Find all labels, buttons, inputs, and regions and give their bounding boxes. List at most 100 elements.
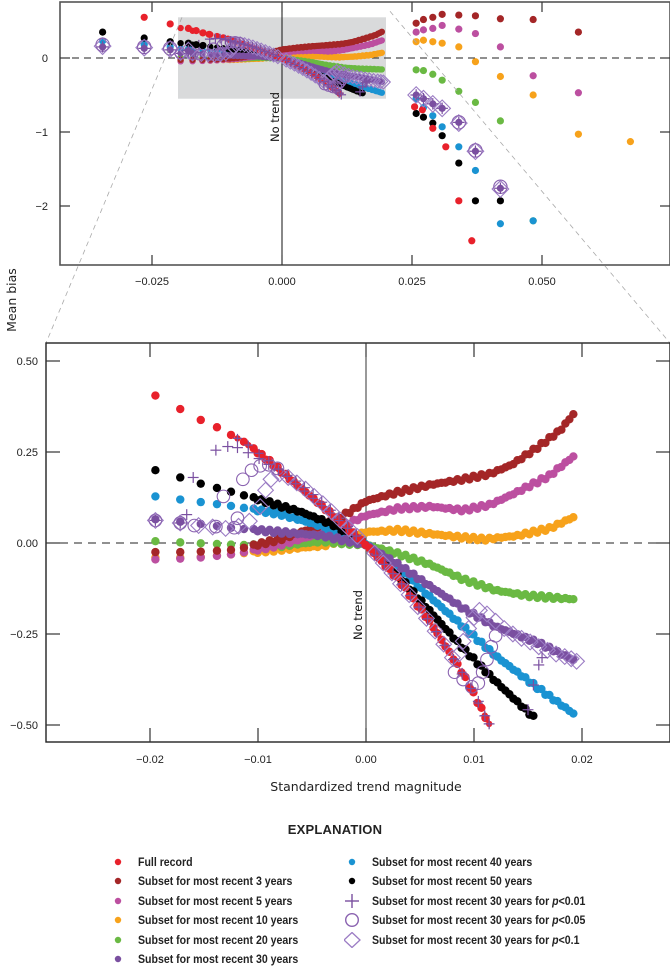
legend-symbol-dot-icon — [110, 854, 130, 870]
overview-outer-point — [472, 30, 479, 37]
data-point — [213, 423, 221, 431]
overview-outer-point — [439, 11, 446, 18]
legend-symbol-diamond-icon — [344, 932, 364, 948]
overview-outer-point — [472, 167, 479, 174]
legend-item: Subset for most recent 20 years — [110, 930, 320, 950]
overview-points — [94, 11, 634, 245]
y-tick-label: 0.50 — [17, 356, 38, 368]
legend-item: Subset for most recent 30 years — [110, 950, 320, 969]
legend-item: Subset for most recent 30 years for p<0.… — [344, 930, 614, 950]
overview-outer-point — [497, 73, 504, 80]
overview-outer-point — [199, 29, 206, 36]
legend-label: Subset for most recent 30 years for p<0.… — [372, 913, 585, 927]
y-tick-label: −0.25 — [10, 629, 38, 641]
overview-outer-point — [439, 132, 446, 139]
overview-point — [379, 29, 385, 35]
data-point — [188, 472, 199, 483]
overview-outer-point — [413, 28, 420, 35]
data-point — [569, 709, 577, 717]
overview-outer-y5 — [413, 22, 582, 97]
overview-outer-point — [497, 117, 504, 124]
legend-symbol-dot-icon — [110, 873, 130, 889]
overview-outer-y3 — [413, 11, 582, 36]
legend-item: Subset for most recent 10 years — [110, 911, 320, 931]
no-trend-label: No trend — [268, 92, 282, 142]
data-point — [217, 490, 230, 503]
legend-symbol-dot-icon — [110, 893, 130, 909]
overview-outer-point — [455, 11, 462, 18]
overview-outer-point — [455, 88, 462, 95]
data-point — [176, 405, 184, 413]
data-point — [263, 471, 279, 487]
overview-outer-point — [455, 143, 462, 150]
data-point — [210, 445, 221, 456]
legend-label: Subset for most recent 30 years — [138, 952, 298, 966]
data-point — [569, 452, 577, 460]
overview-outer-point — [455, 159, 462, 166]
x-tick-label: 0.025 — [398, 276, 426, 288]
overview-outer-point — [442, 143, 449, 150]
data-point — [176, 495, 184, 503]
legend-item: Subset for most recent 30 years for p<0.… — [344, 911, 614, 931]
y-tick-label: 0 — [42, 53, 48, 65]
legend-symbol-dot-icon — [344, 873, 364, 889]
data-point — [213, 546, 221, 554]
y-tick-label: 0.25 — [17, 447, 38, 459]
overview-outer-point — [167, 20, 174, 27]
legend-label: Subset for most recent 3 years — [138, 874, 292, 888]
legend-title: EXPLANATION — [0, 822, 670, 837]
overview-outer-point — [429, 125, 436, 132]
overview-outer-point — [472, 12, 479, 19]
overview-outer-point — [193, 27, 200, 34]
overview-outer-point — [627, 138, 634, 145]
overview-outer-point — [141, 14, 148, 21]
legend-item: Subset for most recent 5 years — [110, 891, 320, 911]
overview-outer-point — [575, 89, 582, 96]
zoom-connector-right — [390, 11, 670, 343]
x-tick-label: 0.000 — [268, 276, 296, 288]
overview-outer-point — [413, 20, 420, 27]
overview-outer-point — [413, 66, 420, 73]
legend-symbol-circle-icon — [344, 912, 364, 928]
overview-outer-point — [472, 58, 479, 65]
no-trend-label: No trend — [351, 590, 365, 640]
overview-outer-point — [185, 25, 192, 32]
overview-outer-point — [530, 16, 537, 23]
y-axis-title: Mean bias — [4, 268, 19, 332]
legend-item: Subset for most recent 50 years — [344, 872, 614, 892]
legend-label: Subset for most recent 20 years — [138, 933, 298, 947]
overview-point — [379, 89, 385, 95]
x-tick-label: 0.00 — [355, 754, 376, 766]
legend-item: Subset for most recent 40 years — [344, 852, 614, 872]
legend-item: Full record — [110, 852, 320, 872]
data-point — [176, 548, 184, 556]
data-point — [151, 466, 159, 474]
x-tick-label: 0.02 — [571, 754, 592, 766]
overview-outer-point — [413, 110, 420, 117]
legend-label: Subset for most recent 50 years — [372, 874, 532, 888]
legend-label: Subset for most recent 5 years — [138, 894, 292, 908]
overview-outer-point — [497, 43, 504, 50]
data-point — [197, 416, 205, 424]
overview-outer-point — [411, 103, 418, 110]
legend-symbol-dot-icon — [344, 854, 364, 870]
data-point — [481, 653, 494, 666]
x-tick-label: −0.02 — [136, 754, 164, 766]
overview-outer-point — [455, 26, 462, 33]
legend-label: Subset for most recent 30 years for p<0.… — [372, 894, 585, 908]
overview-point — [379, 37, 385, 43]
data-point — [240, 544, 248, 552]
y-tick-label: −2 — [35, 201, 48, 213]
data-point — [176, 473, 184, 481]
overview-outer-point — [575, 131, 582, 138]
y-tick-label: −0.50 — [10, 720, 38, 732]
overview-outer-point — [530, 217, 537, 224]
overview-point — [379, 50, 385, 56]
legend-symbol-dot-icon — [110, 951, 130, 967]
overview-outer-point — [420, 67, 427, 74]
x-tick-label: 0.050 — [528, 276, 556, 288]
data-point — [197, 498, 205, 506]
overview-outer-point — [420, 114, 427, 121]
